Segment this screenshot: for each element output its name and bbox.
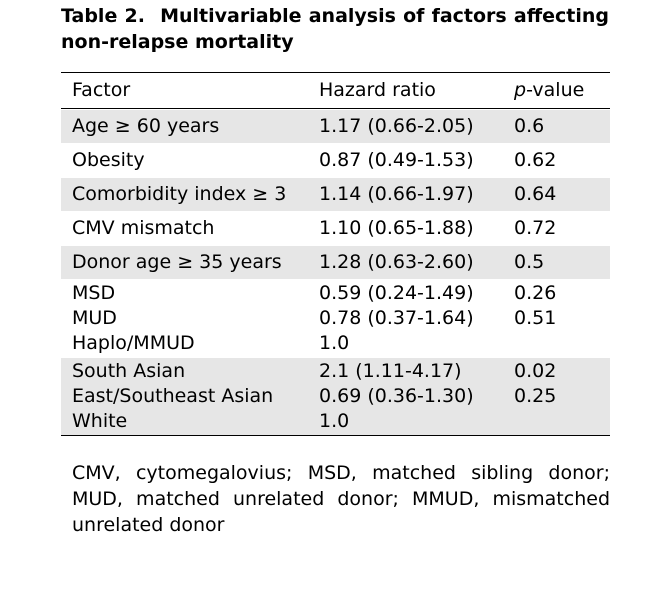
header-p-value-italic: p [514,79,527,101]
p-value-line: 0.25 [514,385,557,407]
table-caption: Table 2. Multivariable analysis of facto… [61,3,609,55]
p-value-cell: 0.02 0.25 [513,359,610,434]
hazard-ratio-cell: 1.14 (0.66-1.97) [319,183,474,205]
table-row: Comorbidity index ≥ 3 1.14 (0.66-1.97) 0… [61,177,610,211]
table-row: Obesity 0.87 (0.49-1.53) 0.62 [61,143,610,177]
factor-line: MUD [72,307,117,329]
hazard-ratio-line: 0.59 (0.24-1.49) [319,282,474,304]
hazard-ratio-line: 0.78 (0.37-1.64) [319,307,474,329]
factor-cell: South Asian East/Southeast Asian White [61,359,318,434]
header-p-value-rest: -value [526,79,585,101]
factor-line: Haplo/MMUD [72,332,195,354]
factor-cell: Age ≥ 60 years [72,115,220,137]
header-hazard-ratio: Hazard ratio [319,79,436,101]
table-row: South Asian East/Southeast Asian White 2… [61,357,610,435]
hazard-ratio-cell: 1.28 (0.63-2.60) [319,251,474,273]
factor-line: East/Southeast Asian [72,385,274,407]
p-value-cell: 0.5 [514,251,545,273]
hazard-ratio-cell: 0.59 (0.24-1.49) 0.78 (0.37-1.64) 1.0 [318,281,513,356]
table-footnote: CMV, cytomegalovius; MSD, matched siblin… [72,462,610,536]
hazard-ratio-line: 1.0 [319,410,350,432]
p-value-line: 0.51 [514,307,557,329]
p-value-line: 0.02 [514,360,557,382]
p-value-line [514,331,610,356]
table-row: MSD MUD Haplo/MMUD 0.59 (0.24-1.49) 0.78… [61,279,610,357]
hazard-ratio-line: 2.1 (1.11-4.17) [319,360,462,382]
p-value-cell: 0.26 0.51 [513,281,610,356]
table-row: CMV mismatch 1.10 (0.65-1.88) 0.72 [61,211,610,245]
hazard-ratio-cell: 1.17 (0.66-2.05) [319,115,474,137]
factor-line: MSD [72,282,116,304]
p-value-cell: 0.62 [514,149,557,171]
factor-cell: MSD MUD Haplo/MMUD [61,281,318,356]
factor-line: South Asian [72,360,186,382]
table-caption-text: Multivariable analysis of factors affect… [61,5,609,53]
factor-cell: Comorbidity index ≥ 3 [72,183,287,205]
table-row: Age ≥ 60 years 1.17 (0.66-2.05) 0.6 [61,109,610,143]
table-caption-label: Table 2. [61,5,145,27]
hazard-ratio-cell: 2.1 (1.11-4.17) 0.69 (0.36-1.30) 1.0 [318,359,513,434]
factor-cell: Donor age ≥ 35 years [72,251,282,273]
data-table: Factor Hazard ratio p-value Age ≥ 60 yea… [61,72,610,436]
hazard-ratio-line: 1.0 [319,332,350,354]
p-value-line: 0.26 [514,282,557,304]
table-header-row: Factor Hazard ratio p-value [61,73,610,109]
p-value-cell: 0.64 [514,183,557,205]
table-row: Donor age ≥ 35 years 1.28 (0.63-2.60) 0.… [61,245,610,279]
hazard-ratio-cell: 0.87 (0.49-1.53) [319,149,474,171]
p-value-cell: 0.6 [514,115,545,137]
header-p-value: p-value [513,78,610,103]
p-value-cell: 0.72 [514,217,557,239]
hazard-ratio-cell: 1.10 (0.65-1.88) [319,217,474,239]
header-factor: Factor [72,79,131,101]
hazard-ratio-line: 0.69 (0.36-1.30) [319,385,474,407]
p-value-line [514,409,610,434]
factor-cell: Obesity [72,149,145,171]
factor-cell: CMV mismatch [72,217,215,239]
factor-line: White [72,410,128,432]
